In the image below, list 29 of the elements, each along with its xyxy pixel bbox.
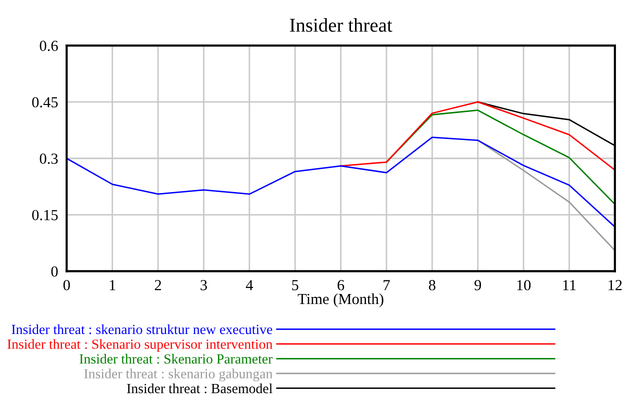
y-tick-label: 0.45 bbox=[32, 97, 58, 108]
x-tick-label: 4 bbox=[246, 280, 253, 290]
text: Insider threat : skenario struktur new executive bbox=[12, 324, 272, 334]
x-tick-label: 10 bbox=[517, 280, 531, 290]
text: Insider threat : Skenario supervisor intervention bbox=[7, 339, 272, 352]
x-tick-label: 3 bbox=[200, 280, 207, 290]
y-tick-label: 0 bbox=[51, 266, 58, 277]
x-tick-label: 12 bbox=[608, 280, 622, 290]
chart-title: Insider threat bbox=[290, 18, 392, 32]
line-series bbox=[386, 110, 615, 205]
x-axis-title: Time (Month) bbox=[298, 293, 384, 308]
line-series bbox=[477, 140, 615, 252]
x-tick-label: 9 bbox=[474, 280, 482, 290]
x-tick-label: 0 bbox=[63, 280, 70, 290]
x-tick-label: 8 bbox=[428, 280, 436, 290]
x-tick-label: 7 bbox=[384, 280, 390, 290]
text: Insider threat : Skenario Parameter bbox=[80, 354, 273, 364]
y-tick-label: 0.6 bbox=[40, 40, 58, 52]
y-tick-label: 0.3 bbox=[40, 154, 58, 164]
line-series bbox=[340, 101, 615, 171]
text: Insider threat : Basemodel bbox=[127, 383, 272, 394]
x-tick-label: 11 bbox=[563, 280, 576, 290]
x-tick-label: 5 bbox=[292, 280, 298, 290]
x-tick-label: 6 bbox=[338, 280, 344, 290]
line-series bbox=[66, 136, 615, 228]
text: Insider threat : skenario gabungan bbox=[84, 368, 272, 382]
y-tick-label: 0.15 bbox=[32, 210, 58, 220]
x-tick-label: 1 bbox=[110, 280, 116, 290]
x-tick-label: 2 bbox=[154, 280, 162, 290]
